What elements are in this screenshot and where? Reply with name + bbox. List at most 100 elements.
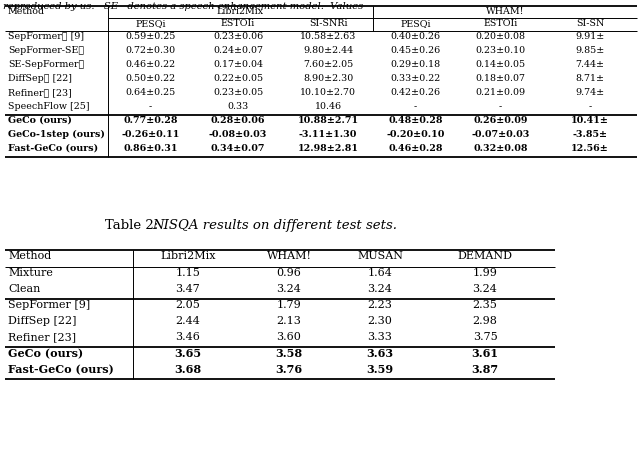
Text: Table 2:: Table 2: <box>105 219 163 232</box>
Text: -: - <box>414 102 417 111</box>
Text: SE-SepFormer⋆: SE-SepFormer⋆ <box>8 60 84 69</box>
Text: 2.30: 2.30 <box>367 316 392 326</box>
Text: 3.63: 3.63 <box>367 348 394 359</box>
Text: WHAM!: WHAM! <box>266 251 312 261</box>
Text: Clean: Clean <box>8 284 40 294</box>
Text: 2.44: 2.44 <box>175 316 200 326</box>
Text: MUSAN: MUSAN <box>357 251 403 261</box>
Text: DEMAND: DEMAND <box>458 251 513 261</box>
Text: SI-SNRi: SI-SNRi <box>308 19 348 28</box>
Text: 0.86±0.31: 0.86±0.31 <box>124 144 178 153</box>
Text: ESTOIi: ESTOIi <box>221 19 255 28</box>
Text: Fast-GeCo (ours): Fast-GeCo (ours) <box>8 144 98 153</box>
Text: 2.05: 2.05 <box>175 300 200 310</box>
Text: 0.46±0.22: 0.46±0.22 <box>125 60 175 69</box>
Text: 0.22±0.05: 0.22±0.05 <box>213 74 263 83</box>
Text: SepFormer [9]: SepFormer [9] <box>8 300 90 310</box>
Text: -0.20±0.10: -0.20±0.10 <box>387 130 445 139</box>
Text: 0.34±0.07: 0.34±0.07 <box>211 144 265 153</box>
Text: 3.47: 3.47 <box>175 284 200 294</box>
Text: 0.24±0.07: 0.24±0.07 <box>213 46 263 55</box>
Text: 0.64±0.25: 0.64±0.25 <box>125 88 175 97</box>
Text: -: - <box>499 102 502 111</box>
Text: 9.91±: 9.91± <box>575 32 605 41</box>
Text: Method: Method <box>8 251 51 261</box>
Text: 12.98±2.81: 12.98±2.81 <box>298 144 358 153</box>
Text: 0.42±0.26: 0.42±0.26 <box>390 88 440 97</box>
Text: 7.44±: 7.44± <box>575 60 605 69</box>
Text: 3.24: 3.24 <box>276 284 301 294</box>
Text: 7.60±2.05: 7.60±2.05 <box>303 60 353 69</box>
Text: 2.23: 2.23 <box>367 300 392 310</box>
Text: 0.59±0.25: 0.59±0.25 <box>125 32 176 41</box>
Text: 2.98: 2.98 <box>472 316 497 326</box>
Text: Method: Method <box>8 7 45 16</box>
Text: 1.99: 1.99 <box>472 268 497 278</box>
Text: 12.56±: 12.56± <box>571 144 609 153</box>
Text: SI-SN: SI-SN <box>576 19 604 28</box>
Text: Libri2Mix: Libri2Mix <box>217 7 264 16</box>
Text: 0.32±0.08: 0.32±0.08 <box>473 144 528 153</box>
Text: DiffSep [22]: DiffSep [22] <box>8 316 77 326</box>
Text: 0.33±0.22: 0.33±0.22 <box>390 74 440 83</box>
Text: 3.87: 3.87 <box>472 364 499 375</box>
Text: SpeechFlow [25]: SpeechFlow [25] <box>8 102 90 111</box>
Text: 3.24: 3.24 <box>472 284 497 294</box>
Text: 0.28±0.06: 0.28±0.06 <box>211 116 265 125</box>
Text: 0.18±0.07: 0.18±0.07 <box>476 74 525 83</box>
Text: -3.85±: -3.85± <box>573 130 607 139</box>
Text: 0.29±0.18: 0.29±0.18 <box>390 60 440 69</box>
Text: 0.40±0.26: 0.40±0.26 <box>390 32 440 41</box>
Text: SepFormer-SE⋆: SepFormer-SE⋆ <box>8 46 84 55</box>
Text: GeCo (ours): GeCo (ours) <box>8 116 72 125</box>
Text: 0.50±0.22: 0.50±0.22 <box>125 74 175 83</box>
Text: 3.60: 3.60 <box>276 332 301 342</box>
Text: PESQi: PESQi <box>400 19 431 28</box>
Text: 9.80±2.44: 9.80±2.44 <box>303 46 353 55</box>
Text: 0.21±0.09: 0.21±0.09 <box>476 88 525 97</box>
Text: 0.23±0.06: 0.23±0.06 <box>213 32 263 41</box>
Text: 3.75: 3.75 <box>472 332 497 342</box>
Text: GeCo-1step (ours): GeCo-1step (ours) <box>8 130 105 139</box>
Text: -0.07±0.03: -0.07±0.03 <box>471 130 530 139</box>
Text: 1.15: 1.15 <box>175 268 200 278</box>
Text: ESTOIi: ESTOIi <box>483 19 518 28</box>
Text: 10.10±2.70: 10.10±2.70 <box>300 88 356 97</box>
Text: -: - <box>149 102 152 111</box>
Text: 0.72±0.30: 0.72±0.30 <box>125 46 175 55</box>
Text: 3.61: 3.61 <box>472 348 499 359</box>
Text: Refiner⋆ [23]: Refiner⋆ [23] <box>8 88 72 97</box>
Text: PESQi: PESQi <box>135 19 166 28</box>
Text: 3.76: 3.76 <box>275 364 303 375</box>
Text: -: - <box>588 102 591 111</box>
Text: -0.08±0.03: -0.08±0.03 <box>209 130 267 139</box>
Text: 3.65: 3.65 <box>175 348 202 359</box>
Text: 9.85±: 9.85± <box>575 46 605 55</box>
Text: 10.46: 10.46 <box>314 102 342 111</box>
Text: 0.17±0.04: 0.17±0.04 <box>213 60 263 69</box>
Text: 9.74±: 9.74± <box>575 88 605 97</box>
Text: 2.35: 2.35 <box>472 300 497 310</box>
Text: 0.46±0.28: 0.46±0.28 <box>388 144 443 153</box>
Text: 0.77±0.28: 0.77±0.28 <box>124 116 178 125</box>
Text: Libri2Mix: Libri2Mix <box>160 251 216 261</box>
Text: 10.88±2.71: 10.88±2.71 <box>298 116 358 125</box>
Text: WHAM!: WHAM! <box>486 7 524 16</box>
Text: 0.23±0.05: 0.23±0.05 <box>213 88 263 97</box>
Text: 0.33: 0.33 <box>227 102 248 111</box>
Text: 0.45±0.26: 0.45±0.26 <box>390 46 440 55</box>
Text: 3.59: 3.59 <box>367 364 394 375</box>
Text: 3.46: 3.46 <box>175 332 200 342</box>
Text: reproduced by us.   SE   denotes a speech enhancement model.  Values: reproduced by us. SE denotes a speech en… <box>3 2 364 11</box>
Text: GeCo (ours): GeCo (ours) <box>8 348 83 359</box>
Text: 3.58: 3.58 <box>275 348 303 359</box>
Text: 0.20±0.08: 0.20±0.08 <box>476 32 525 41</box>
Text: 10.58±2.63: 10.58±2.63 <box>300 32 356 41</box>
Text: 2.13: 2.13 <box>276 316 301 326</box>
Text: Refiner [23]: Refiner [23] <box>8 332 76 342</box>
Text: 0.26±0.09: 0.26±0.09 <box>474 116 528 125</box>
Text: 0.48±0.28: 0.48±0.28 <box>388 116 443 125</box>
Text: 8.90±2.30: 8.90±2.30 <box>303 74 353 83</box>
Text: SepFormer⋆ [9]: SepFormer⋆ [9] <box>8 32 84 41</box>
Text: 10.41±: 10.41± <box>571 116 609 125</box>
